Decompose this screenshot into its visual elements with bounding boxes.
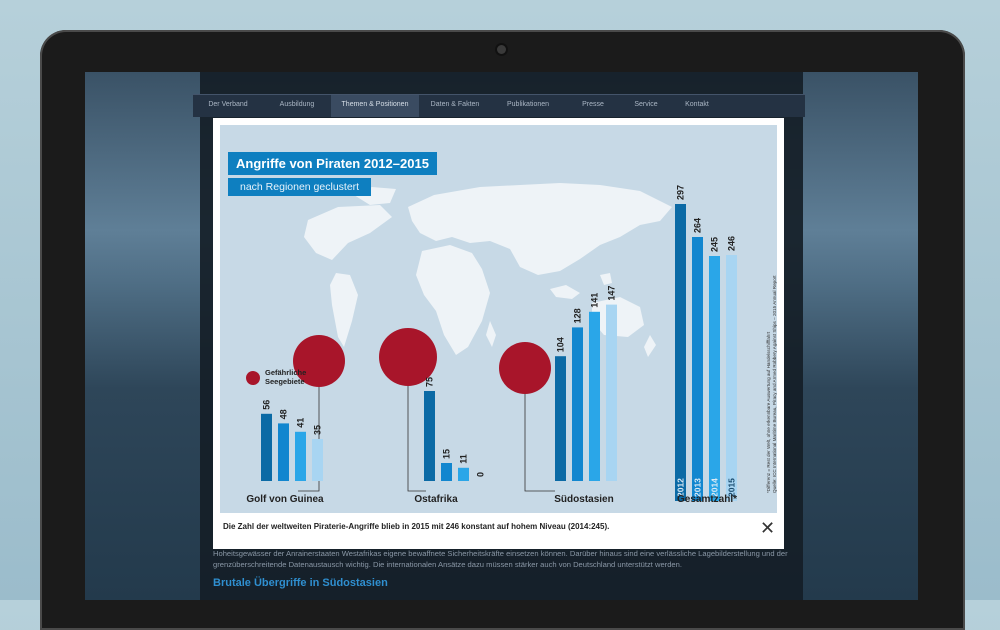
value-label-gesamtzahl-2014: 245	[710, 237, 720, 252]
group-label-gesamtzahl: Gesamtzahl*	[677, 494, 737, 505]
group-label-südostasien: Südostasien	[554, 494, 613, 505]
nav-item-kontakt[interactable]: Kontakt	[685, 101, 709, 108]
bar-golf-von-guinea-2015	[312, 439, 323, 481]
infographic: 56 48 41 35 Golf von Guinea 75 15 11 0 Ostafrika 1…	[220, 125, 777, 513]
group-label-golf-von-guinea: Golf von Guinea	[246, 494, 324, 505]
close-icon[interactable]: ✕	[760, 518, 776, 539]
bar-südostasien-2015	[606, 304, 617, 481]
value-label-ostafrika-2015: 0	[476, 472, 486, 477]
bar-golf-von-guinea-2014	[295, 431, 306, 481]
value-label-südostasien-2012: 104	[556, 337, 566, 352]
site-body-text: Hoheitsgewässer der Anrainerstaaten West…	[213, 549, 788, 569]
value-label-golf-von-guinea-2015: 35	[313, 425, 323, 435]
value-label-gesamtzahl-2015: 246	[727, 236, 737, 251]
value-label-golf-von-guinea-2014: 41	[296, 418, 306, 428]
danger-zone-ostafrika	[379, 328, 437, 386]
value-label-südostasien-2013: 128	[573, 308, 583, 323]
value-label-golf-von-guinea-2013: 48	[279, 409, 289, 419]
nav-item-publikationen[interactable]: Publikationen	[506, 101, 550, 108]
value-label-südostasien-2014: 141	[590, 293, 600, 308]
nav-item-daten-fakten[interactable]: Daten & Fakten	[430, 101, 480, 108]
nav-item-service[interactable]: Service	[634, 101, 658, 108]
legend-label-line2: Seegebiete	[265, 377, 305, 386]
image-caption: Die Zahl der weltweiten Piraterie-Angrif…	[223, 522, 610, 531]
bar-golf-von-guinea-2013	[278, 423, 289, 481]
bar-ostafrika-2012	[424, 391, 435, 481]
value-label-südostasien-2015: 147	[607, 286, 617, 301]
legend-danger-zone-marker	[246, 371, 260, 385]
group-label-ostafrika: Ostafrika	[414, 494, 458, 505]
bar-gesamtzahl-2014	[709, 256, 720, 501]
nav-item-ausbildung[interactable]: Ausbildung	[279, 101, 315, 108]
bar-südostasien-2013	[572, 327, 583, 481]
leader-line-golf-von-guinea	[298, 387, 320, 492]
leader-line-südostasien	[524, 394, 555, 492]
chart-subtitle: nach Regionen geclustert	[228, 178, 372, 196]
chart-canvas: 56 48 41 35 Golf von Guinea 75 15 11 0 Ostafrika 1…	[246, 183, 777, 505]
bar-südostasien-2014	[589, 311, 600, 481]
bar-gesamtzahl-2015	[726, 255, 737, 501]
danger-zone-golf-von-guinea	[293, 335, 345, 387]
bar-ostafrika-2013	[441, 463, 452, 481]
legend-label-line1: Gefährliche	[265, 368, 306, 377]
chart-title: Angriffe von Piraten 2012–2015	[228, 152, 437, 175]
source-note-line1: *Differenz = Rest der Welt, ohne erkennb…	[766, 331, 771, 493]
source-note-line2: Quelle: ICC International Maritime Burea…	[772, 275, 777, 493]
nav-item-presse[interactable]: Presse	[582, 101, 604, 108]
bar-ostafrika-2014	[458, 467, 469, 481]
chart-layer: 56 48 41 35 Golf von Guinea 75 15 11 0 Ostafrika 1…	[246, 185, 777, 505]
nav-item-themen-positionen[interactable]: Themen & Positionen	[331, 95, 419, 117]
bar-golf-von-guinea-2012	[261, 413, 272, 481]
nav-item-der-verband[interactable]: Der Verband	[208, 101, 248, 108]
value-label-ostafrika-2014: 11	[459, 454, 469, 464]
site-navigation: Der Verband Ausbildung Themen & Positionen…	[193, 94, 805, 117]
value-label-ostafrika-2012: 75	[425, 377, 435, 387]
world-map	[304, 183, 672, 357]
bar-südostasien-2012	[555, 356, 566, 481]
bar-gesamtzahl-2012	[675, 204, 686, 501]
value-label-ostafrika-2013: 15	[442, 449, 452, 459]
site-section-heading: Brutale Übergriffe in Südostasien	[213, 577, 388, 589]
year-label-2013: 2013	[693, 478, 703, 497]
camera-icon	[497, 45, 506, 54]
value-label-gesamtzahl-2013: 264	[693, 218, 703, 233]
leader-line-ostafrika	[407, 386, 426, 492]
year-label-2015: 2015	[727, 478, 737, 497]
year-label-2014: 2014	[710, 478, 720, 497]
value-label-gesamtzahl-2012: 297	[676, 185, 686, 200]
value-label-golf-von-guinea-2012: 56	[262, 400, 272, 410]
danger-zone-südostasien	[499, 342, 551, 394]
year-label-2012: 2012	[676, 478, 686, 497]
bar-gesamtzahl-2013	[692, 237, 703, 501]
lightbox-modal: 56 48 41 35 Golf von Guinea 75 15 11 0 Ostafrika 1…	[213, 118, 784, 549]
